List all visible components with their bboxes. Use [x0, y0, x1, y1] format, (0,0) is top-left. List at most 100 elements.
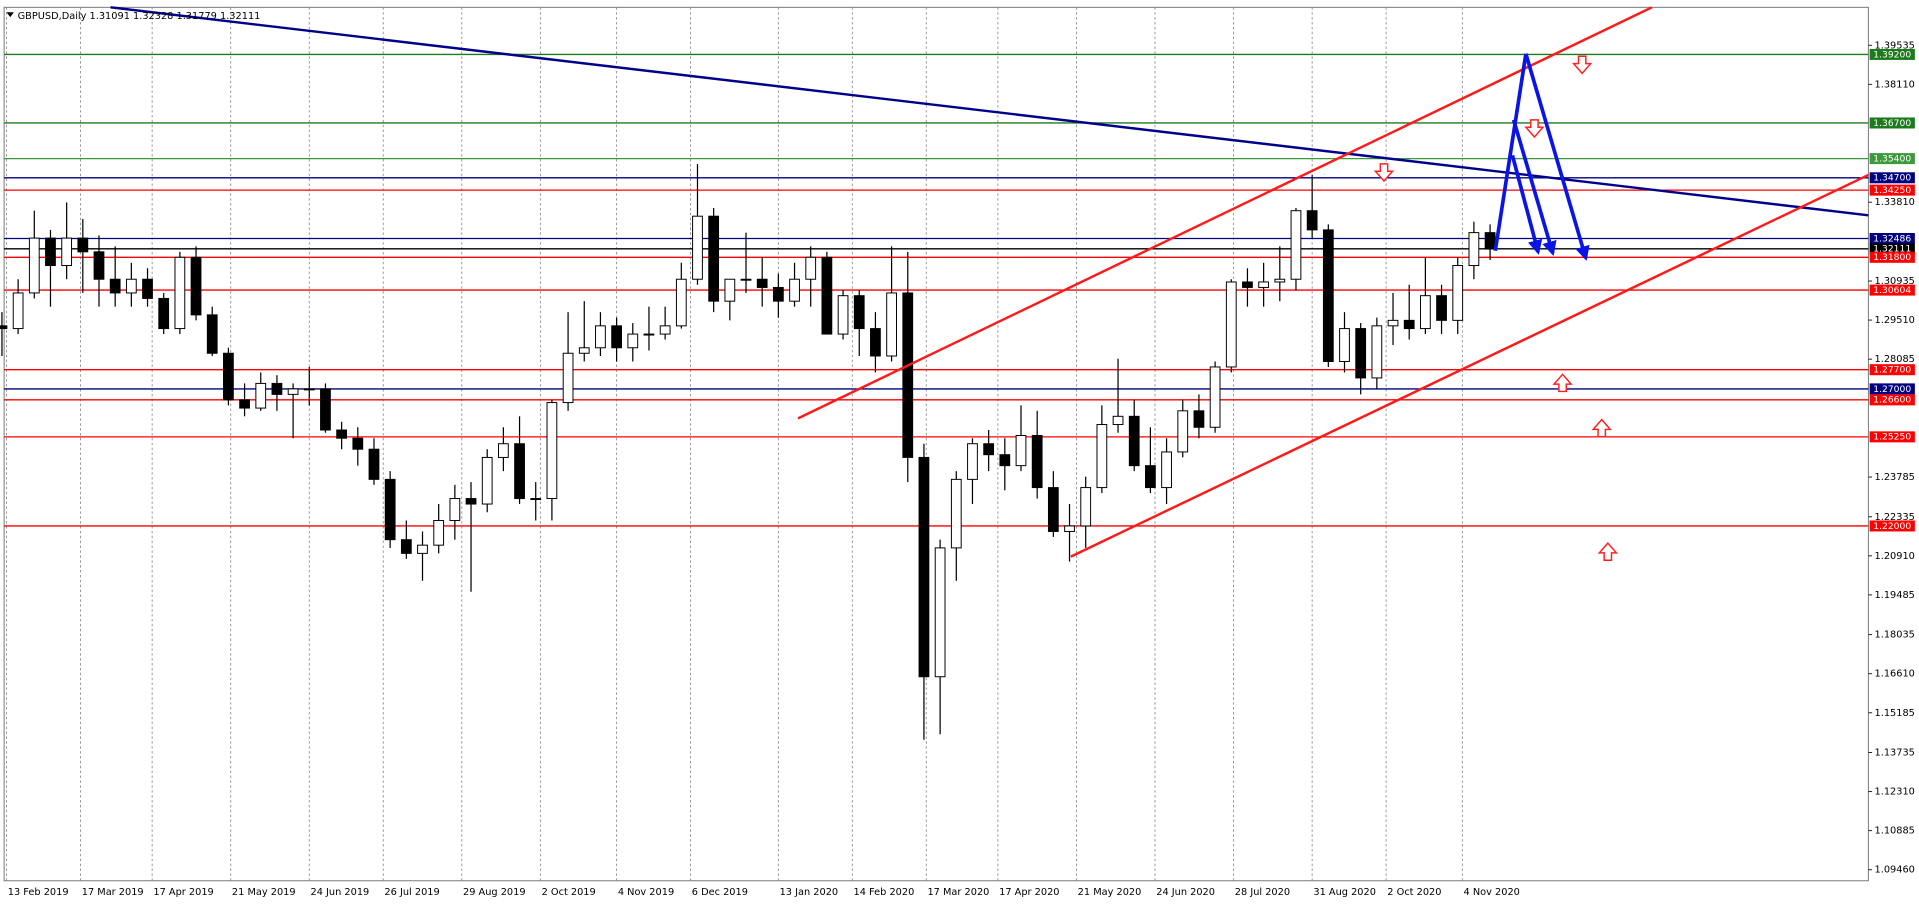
candle-body [1031, 435, 1043, 489]
candle-body [303, 388, 315, 391]
candle-body [77, 237, 89, 253]
y-tick-label: 1.16610 [1875, 669, 1915, 680]
candle-body [271, 382, 283, 395]
candle-body [837, 295, 849, 335]
level-label: 1.26600 [1873, 395, 1911, 406]
candle-body [1371, 325, 1383, 379]
candle-body [1258, 281, 1270, 288]
x-tick-label: 13 Jan 2020 [780, 887, 839, 898]
y-tick-label: 1.19485 [1875, 590, 1915, 601]
level-tag [1869, 251, 1915, 263]
candle-body [1161, 451, 1172, 489]
level-tag [1869, 394, 1915, 406]
candle-body [950, 478, 962, 549]
candle-body [772, 286, 784, 302]
x-tick-label: 29 Aug 2019 [463, 887, 526, 898]
candle-body [384, 478, 396, 541]
level-tag [1869, 431, 1915, 443]
candle-body [481, 456, 493, 505]
candle-body [870, 328, 881, 357]
candle-body [805, 256, 817, 280]
x-tick-label: 13 Feb 2019 [8, 887, 69, 898]
candle-body [400, 539, 412, 554]
level-tag [1869, 172, 1915, 184]
y-tick-label: 1.39535 [1875, 40, 1915, 51]
level-tag [1869, 364, 1915, 376]
candle-body [352, 437, 364, 450]
candle-body [611, 325, 622, 349]
y-tick-label: 1.13735 [1875, 748, 1915, 759]
candle-body [190, 256, 202, 316]
y-tick-label: 1.15185 [1875, 708, 1915, 719]
candle-body [1436, 295, 1447, 321]
level-label: 1.32111 [1873, 244, 1911, 255]
candle-body [821, 256, 833, 335]
candle-body [1403, 319, 1415, 330]
menu-icon[interactable] [6, 12, 14, 18]
candle-body [1047, 487, 1059, 532]
x-tick-label: 28 Jul 2020 [1235, 887, 1290, 898]
drawings [110, 6, 1869, 561]
candle-body [336, 429, 348, 439]
level-label: 1.31800 [1873, 252, 1911, 263]
candle-body [45, 237, 56, 267]
level-tag [1869, 117, 1915, 129]
candle-body [1015, 435, 1027, 467]
up-arrow [1552, 373, 1573, 393]
level-label: 1.35400 [1873, 153, 1911, 164]
candle-body [708, 215, 720, 302]
candle-body [1064, 525, 1075, 532]
candle-body [0, 325, 8, 330]
candle-body [465, 498, 477, 505]
candle-body [109, 278, 121, 294]
candle-body [142, 278, 153, 299]
y-tick-label: 1.38110 [1875, 79, 1915, 90]
x-tick-label: 26 Jul 2019 [384, 887, 439, 898]
projection-arrow [1524, 53, 1590, 261]
candle-body [1290, 210, 1302, 280]
candle-body [546, 402, 558, 500]
candle-body [514, 443, 525, 500]
y-tick-label: 1.20910 [1875, 551, 1915, 562]
candle-body [1484, 232, 1496, 250]
projection-arrow [1493, 53, 1528, 252]
candle-body [724, 278, 736, 302]
y-tick-label: 1.18035 [1875, 630, 1915, 641]
candle-body [174, 256, 186, 330]
level-tag [1869, 232, 1915, 245]
y-tick-label: 1.28085 [1875, 354, 1915, 365]
price-axis: 13 Feb 2019 17 Mar 2019 17 Apr 2019 21 May … [8, 40, 1915, 898]
candle-body [675, 278, 687, 327]
candle-body [902, 292, 914, 458]
y-tick-label: 1.29510 [1875, 315, 1915, 326]
down-arrow [1571, 55, 1593, 75]
candle-body [1355, 328, 1367, 379]
y-tick-label: 1.09460 [1875, 865, 1915, 876]
candle-body [125, 278, 137, 294]
x-tick-label: 4 Nov 2020 [1464, 887, 1520, 898]
candle-body [255, 382, 267, 409]
candle-body [368, 448, 380, 480]
candle-body [789, 278, 800, 302]
candle-body [1128, 415, 1140, 467]
y-tick-label: 1.33810 [1875, 197, 1915, 208]
x-tick-label: 6 Dec 2019 [692, 887, 748, 898]
level-label: 1.22000 [1873, 521, 1911, 532]
candle-body [692, 215, 703, 280]
candle-body [1306, 210, 1318, 231]
y-tick-label: 1.10885 [1875, 826, 1915, 837]
candle-body [61, 237, 73, 267]
candle-body [433, 519, 445, 546]
x-tick-label: 21 May 2019 [232, 887, 296, 898]
projection-arrow [1510, 154, 1543, 255]
x-tick-label: 2 Oct 2020 [1387, 887, 1441, 898]
level-tag [1869, 48, 1915, 60]
x-tick-label: 14 Feb 2020 [854, 887, 915, 898]
candle-body [1242, 281, 1253, 288]
projection-arrow [1511, 119, 1557, 257]
candle-body [853, 295, 865, 330]
candle-body [1274, 278, 1286, 283]
candle-body [449, 498, 461, 521]
